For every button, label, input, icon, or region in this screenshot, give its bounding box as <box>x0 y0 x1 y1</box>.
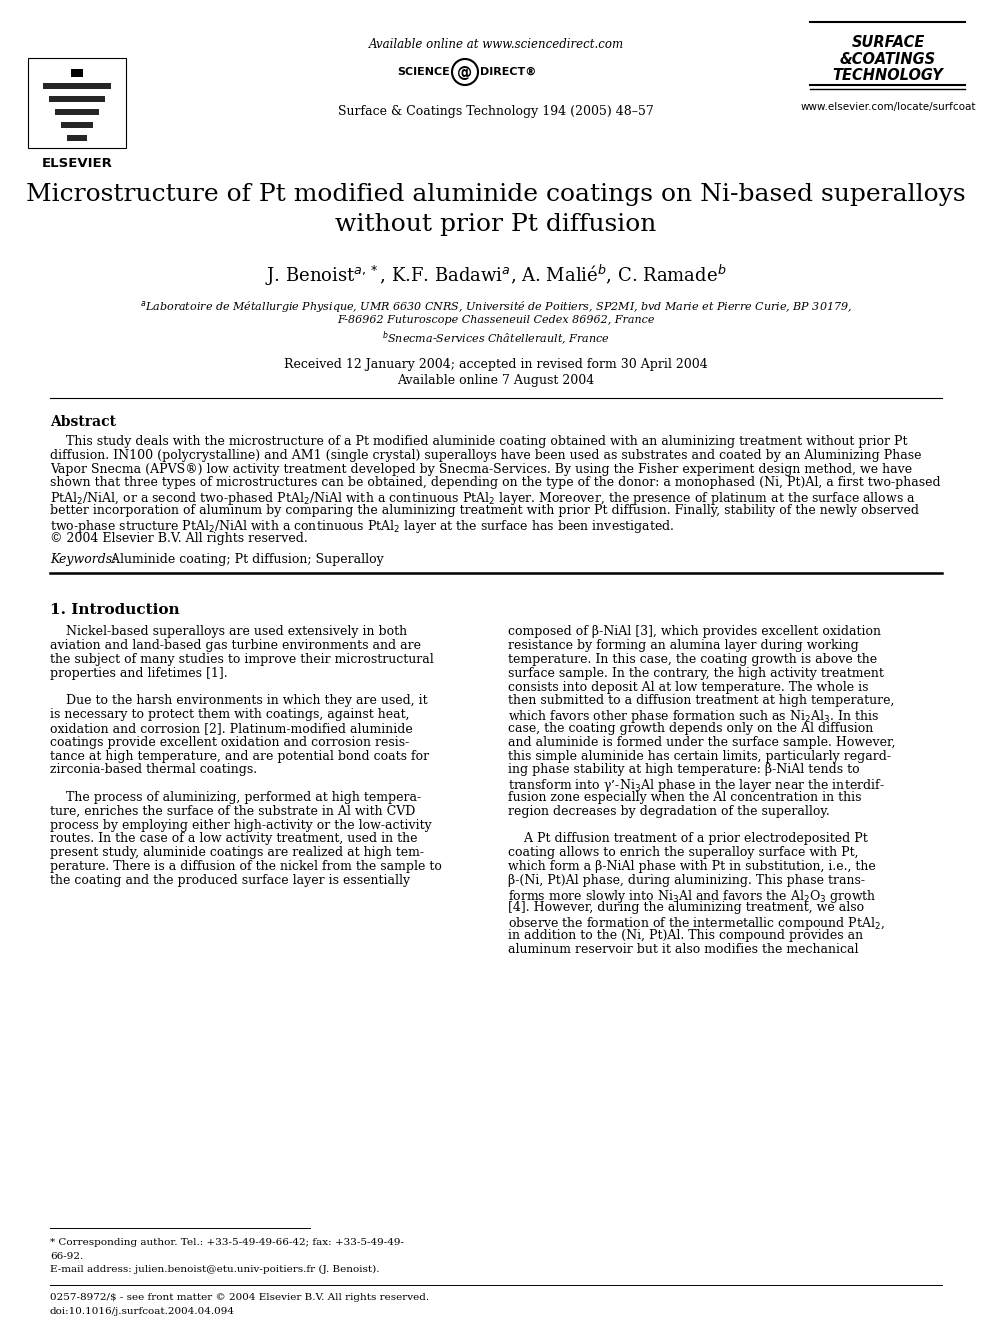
Text: composed of β-NiAl [3], which provides excellent oxidation: composed of β-NiAl [3], which provides e… <box>508 626 881 639</box>
Bar <box>71 69 83 77</box>
Text: the coating and the produced surface layer is essentially: the coating and the produced surface lay… <box>50 873 410 886</box>
Text: [4]. However, during the aluminizing treatment, we also: [4]. However, during the aluminizing tre… <box>508 901 864 914</box>
Text: shown that three types of microstructures can be obtained, depending on the type: shown that three types of microstructure… <box>50 476 940 490</box>
Text: case, the coating growth depends only on the Al diffusion: case, the coating growth depends only on… <box>508 722 873 736</box>
Text: A Pt diffusion treatment of a prior electrodeposited Pt: A Pt diffusion treatment of a prior elec… <box>508 832 868 845</box>
Text: E-mail address: julien.benoist@etu.univ-poitiers.fr (J. Benoist).: E-mail address: julien.benoist@etu.univ-… <box>50 1265 380 1274</box>
Text: J. Benoist$^{a,*}$, K.F. Badawi$^{a}$, A. Malié$^{b}$, C. Ramade$^{b}$: J. Benoist$^{a,*}$, K.F. Badawi$^{a}$, A… <box>265 263 727 288</box>
Text: doi:10.1016/j.surfcoat.2004.04.094: doi:10.1016/j.surfcoat.2004.04.094 <box>50 1307 235 1316</box>
Text: @: @ <box>457 65 472 79</box>
Text: Abstract: Abstract <box>50 415 116 429</box>
Text: consists into deposit Al at low temperature. The whole is: consists into deposit Al at low temperat… <box>508 680 869 693</box>
Text: properties and lifetimes [1].: properties and lifetimes [1]. <box>50 667 227 680</box>
Text: aluminum reservoir but it also modifies the mechanical: aluminum reservoir but it also modifies … <box>508 943 858 955</box>
FancyBboxPatch shape <box>28 58 126 148</box>
Text: F-86962 Futuroscope Chasseneuil Cedex 86962, France: F-86962 Futuroscope Chasseneuil Cedex 86… <box>337 315 655 325</box>
Bar <box>55 108 99 115</box>
Text: coatings provide excellent oxidation and corrosion resis-: coatings provide excellent oxidation and… <box>50 736 410 749</box>
Text: two-phase structure PtAl$_2$/NiAl with a continuous PtAl$_2$ layer at the surfac: two-phase structure PtAl$_2$/NiAl with a… <box>50 517 675 534</box>
Text: zirconia-based thermal coatings.: zirconia-based thermal coatings. <box>50 763 257 777</box>
Text: PtAl$_2$/NiAl, or a second two-phased PtAl$_2$/NiAl with a continuous PtAl$_2$ l: PtAl$_2$/NiAl, or a second two-phased Pt… <box>50 491 916 507</box>
Text: this simple aluminide has certain limits, particularly regard-: this simple aluminide has certain limits… <box>508 750 891 762</box>
Text: ture, enriches the surface of the substrate in Al with CVD: ture, enriches the surface of the substr… <box>50 804 416 818</box>
Text: perature. There is a diffusion of the nickel from the sample to: perature. There is a diffusion of the ni… <box>50 860 441 873</box>
Text: forms more slowly into Ni$_3$Al and favors the Al$_2$O$_3$ growth: forms more slowly into Ni$_3$Al and favo… <box>508 888 877 905</box>
Text: surface sample. In the contrary, the high activity treatment: surface sample. In the contrary, the hig… <box>508 667 884 680</box>
Text: transform into γ’-Ni$_3$Al phase in the layer near the interdif-: transform into γ’-Ni$_3$Al phase in the … <box>508 777 885 794</box>
Text: $^{b}$Snecma-Services Châtellerault, France: $^{b}$Snecma-Services Châtellerault, Fra… <box>382 329 610 348</box>
Text: Aluminide coating; Pt diffusion; Superalloy: Aluminide coating; Pt diffusion; Superal… <box>107 553 384 566</box>
Text: $^{a}$Laboratoire de Métallurgie Physique, UMR 6630 CNRS, Université de Poitiers: $^{a}$Laboratoire de Métallurgie Physiqu… <box>140 300 852 315</box>
Text: &COATINGS: &COATINGS <box>840 52 936 67</box>
Text: which favors other phase formation such as Ni$_2$Al$_3$. In this: which favors other phase formation such … <box>508 708 879 725</box>
Text: Vapor Snecma (APVS®) low activity treatment developed by Snecma-Services. By usi: Vapor Snecma (APVS®) low activity treatm… <box>50 463 912 475</box>
Text: ELSEVIER: ELSEVIER <box>42 157 112 169</box>
Text: 1. Introduction: 1. Introduction <box>50 603 180 618</box>
Text: 66-92.: 66-92. <box>50 1252 83 1261</box>
Text: temperature. In this case, the coating growth is above the: temperature. In this case, the coating g… <box>508 654 877 665</box>
Text: * Corresponding author. Tel.: +33-5-49-49-66-42; fax: +33-5-49-49-: * Corresponding author. Tel.: +33-5-49-4… <box>50 1238 404 1248</box>
Text: diffusion. IN100 (polycrystalline) and AM1 (single crystal) superalloys have bee: diffusion. IN100 (polycrystalline) and A… <box>50 448 922 462</box>
Text: which form a β-NiAl phase with Pt in substitution, i.e., the: which form a β-NiAl phase with Pt in sub… <box>508 860 876 873</box>
Text: fusion zone especially when the Al concentration in this: fusion zone especially when the Al conce… <box>508 791 861 804</box>
Text: process by employing either high-activity or the low-activity: process by employing either high-activit… <box>50 819 432 832</box>
Text: resistance by forming an alumina layer during working: resistance by forming an alumina layer d… <box>508 639 859 652</box>
Text: ing phase stability at high temperature: β-NiAl tends to: ing phase stability at high temperature:… <box>508 763 860 777</box>
Text: coating allows to enrich the superalloy surface with Pt,: coating allows to enrich the superalloy … <box>508 847 858 859</box>
Text: and aluminide is formed under the surface sample. However,: and aluminide is formed under the surfac… <box>508 736 896 749</box>
Text: then submitted to a diffusion treatment at high temperature,: then submitted to a diffusion treatment … <box>508 695 895 708</box>
Text: in addition to the (Ni, Pt)Al. This compound provides an: in addition to the (Ni, Pt)Al. This comp… <box>508 929 863 942</box>
Text: The process of aluminizing, performed at high tempera-: The process of aluminizing, performed at… <box>50 791 422 804</box>
Text: present study, aluminide coatings are realized at high tem-: present study, aluminide coatings are re… <box>50 847 424 859</box>
Text: β-(Ni, Pt)Al phase, during aluminizing. This phase trans-: β-(Ni, Pt)Al phase, during aluminizing. … <box>508 873 865 886</box>
Text: is necessary to protect them with coatings, against heat,: is necessary to protect them with coatin… <box>50 708 410 721</box>
Text: Surface & Coatings Technology 194 (2005) 48–57: Surface & Coatings Technology 194 (2005)… <box>338 105 654 118</box>
Bar <box>49 97 105 102</box>
Text: routes. In the case of a low activity treatment, used in the: routes. In the case of a low activity tr… <box>50 832 418 845</box>
Text: 0257-8972/$ - see front matter © 2004 Elsevier B.V. All rights reserved.: 0257-8972/$ - see front matter © 2004 El… <box>50 1293 430 1302</box>
Text: oxidation and corrosion [2]. Platinum-modified aluminide: oxidation and corrosion [2]. Platinum-mo… <box>50 722 413 736</box>
Text: Nickel-based superalloys are used extensively in both: Nickel-based superalloys are used extens… <box>50 626 407 639</box>
Text: Microstructure of Pt modified aluminide coatings on Ni-based superalloys: Microstructure of Pt modified aluminide … <box>26 183 966 206</box>
Text: better incorporation of aluminum by comparing the aluminizing treatment with pri: better incorporation of aluminum by comp… <box>50 504 919 517</box>
Bar <box>61 122 93 128</box>
Text: Keywords:: Keywords: <box>50 553 116 566</box>
Text: This study deals with the microstructure of a Pt modified aluminide coating obta: This study deals with the microstructure… <box>50 435 908 448</box>
Text: Received 12 January 2004; accepted in revised form 30 April 2004: Received 12 January 2004; accepted in re… <box>284 359 708 370</box>
Text: the subject of many studies to improve their microstructural: the subject of many studies to improve t… <box>50 654 434 665</box>
Text: Available online 7 August 2004: Available online 7 August 2004 <box>398 374 594 388</box>
Text: TECHNOLOGY: TECHNOLOGY <box>832 67 943 83</box>
Text: © 2004 Elsevier B.V. All rights reserved.: © 2004 Elsevier B.V. All rights reserved… <box>50 532 308 545</box>
Text: www.elsevier.com/locate/surfcoat: www.elsevier.com/locate/surfcoat <box>801 102 976 112</box>
Text: Due to the harsh environments in which they are used, it: Due to the harsh environments in which t… <box>50 695 428 708</box>
Text: DIRECT®: DIRECT® <box>480 67 537 77</box>
Text: SURFACE: SURFACE <box>851 34 925 50</box>
Bar <box>43 83 111 89</box>
Text: region decreases by degradation of the superalloy.: region decreases by degradation of the s… <box>508 804 829 818</box>
Text: SCIENCE: SCIENCE <box>397 67 450 77</box>
Text: Available online at www.sciencedirect.com: Available online at www.sciencedirect.co… <box>368 38 624 52</box>
Text: aviation and land-based gas turbine environments and are: aviation and land-based gas turbine envi… <box>50 639 421 652</box>
Bar <box>67 135 87 142</box>
Text: without prior Pt diffusion: without prior Pt diffusion <box>335 213 657 235</box>
Text: tance at high temperature, and are potential bond coats for: tance at high temperature, and are poten… <box>50 750 430 762</box>
Text: observe the formation of the intermetallic compound PtAl$_2$,: observe the formation of the intermetall… <box>508 916 885 933</box>
